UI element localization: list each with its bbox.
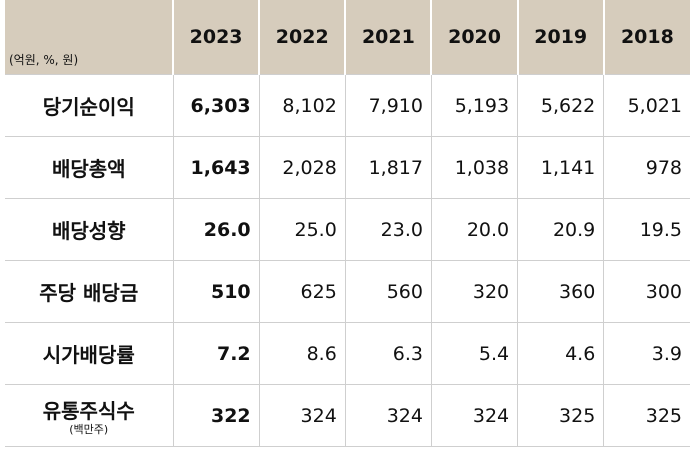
- table-cell: 20.0: [430, 198, 518, 261]
- table-cell: 560: [344, 260, 432, 323]
- table-cell: 324: [258, 384, 346, 447]
- table-cell: 324: [344, 384, 432, 447]
- row-label-text: 시가배당률: [42, 343, 135, 367]
- row-label: 시가배당률: [5, 322, 173, 385]
- table-cell: 7.2: [172, 322, 260, 385]
- row-label-text: 당기순이익: [42, 95, 135, 119]
- row-label-text: 주당 배당금: [39, 281, 139, 305]
- table-cell: 325: [603, 384, 690, 447]
- table-cell: 324: [430, 384, 518, 447]
- table-cell: 2,028: [258, 136, 346, 199]
- table-row: 시가배당률 7.2 8.6 6.3 5.4 4.6 3.9: [5, 322, 690, 385]
- row-label-text: 유통주식수: [42, 399, 135, 423]
- table-cell: 25.0: [258, 198, 346, 261]
- table-cell: 300: [603, 260, 690, 323]
- row-sublabel: (백만주): [69, 423, 109, 436]
- table-cell: 7,910: [344, 74, 432, 137]
- table-cell: 8,102: [258, 74, 346, 137]
- table-cell: 510: [172, 260, 260, 323]
- table-cell: 320: [430, 260, 518, 323]
- table-row: 유통주식수 (백만주) 322 324 324 324 325 325: [5, 384, 690, 447]
- table-cell: 325: [517, 384, 604, 447]
- table-cell: 1,817: [344, 136, 432, 199]
- unit-note: (억원, %, 원): [5, 0, 173, 75]
- table-cell: 23.0: [344, 198, 432, 261]
- table-cell: 6.3: [344, 322, 432, 385]
- column-header: 2018: [602, 0, 690, 75]
- table-cell: 360: [517, 260, 604, 323]
- table-cell: 1,643: [172, 136, 260, 199]
- table-cell: 625: [258, 260, 346, 323]
- table-cell: 5.4: [430, 322, 518, 385]
- dividend-table: (억원, %, 원) 2023 2022 2021 2020 2019 2018 당기순이…: [5, 0, 690, 447]
- table-row: 배당성향 26.0 25.0 23.0 20.0 20.9 19.5: [5, 198, 690, 261]
- table-cell: 19.5: [603, 198, 690, 261]
- table-cell: 5,193: [430, 74, 518, 137]
- table-cell: 5,021: [603, 74, 690, 137]
- table-cell: 20.9: [517, 198, 604, 261]
- table-cell: 4.6: [517, 322, 604, 385]
- row-label: 당기순이익: [5, 74, 173, 137]
- row-label-text: 배당성향: [51, 219, 126, 243]
- column-header: 2020: [430, 0, 518, 75]
- row-label: 주당 배당금: [5, 260, 173, 323]
- table-cell: 1,038: [430, 136, 518, 199]
- row-label: 배당성향: [5, 198, 173, 261]
- table-cell: 26.0: [172, 198, 260, 261]
- row-label: 배당총액: [5, 136, 173, 199]
- table-row: 주당 배당금 510 625 560 320 360 300: [5, 260, 690, 323]
- table-cell: 5,622: [517, 74, 604, 137]
- table-cell: 978: [603, 136, 690, 199]
- row-label: 유통주식수 (백만주): [5, 384, 173, 447]
- table-cell: 3.9: [603, 322, 690, 385]
- table-cell: 1,141: [517, 136, 604, 199]
- column-header: 2019: [516, 0, 604, 75]
- header-row: (억원, %, 원) 2023 2022 2021 2020 2019 2018: [5, 0, 690, 75]
- column-header: 2021: [344, 0, 432, 75]
- table-cell: 6,303: [172, 74, 260, 137]
- row-label-text: 배당총액: [51, 157, 126, 181]
- column-header: 2023: [171, 0, 260, 75]
- column-header: 2022: [258, 0, 346, 75]
- table-row: 배당총액 1,643 2,028 1,817 1,038 1,141 978: [5, 136, 690, 199]
- table-row: 당기순이익 6,303 8,102 7,910 5,193 5,622 5,021: [5, 74, 690, 137]
- table-cell: 322: [172, 384, 260, 447]
- table-cell: 8.6: [258, 322, 346, 385]
